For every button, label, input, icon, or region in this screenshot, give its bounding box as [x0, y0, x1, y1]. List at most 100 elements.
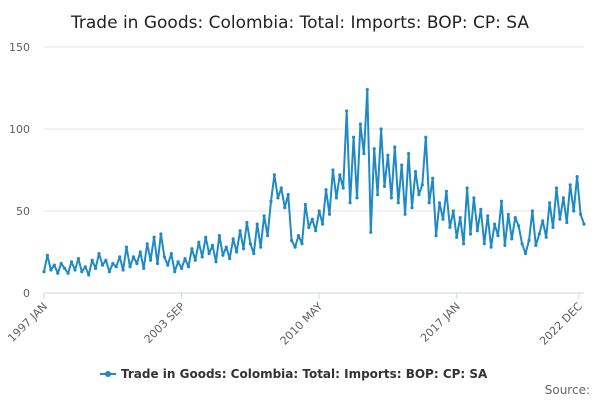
data-point[interactable]	[283, 206, 287, 210]
data-point[interactable]	[530, 209, 535, 213]
data-point[interactable]	[499, 199, 504, 203]
data-point[interactable]	[42, 270, 46, 274]
data-point[interactable]	[579, 212, 583, 216]
data-point[interactable]	[400, 163, 404, 167]
data-point[interactable]	[393, 145, 397, 149]
data-point[interactable]	[145, 242, 149, 246]
data-point[interactable]	[200, 255, 204, 259]
data-point[interactable]	[523, 252, 528, 256]
data-point[interactable]	[565, 220, 569, 225]
data-point[interactable]	[128, 265, 132, 269]
data-point[interactable]	[255, 222, 259, 226]
data-point[interactable]	[554, 186, 559, 190]
data-point[interactable]	[111, 261, 115, 266]
data-point[interactable]	[455, 235, 459, 239]
data-point[interactable]	[372, 147, 376, 151]
data-point[interactable]	[56, 271, 60, 275]
data-point[interactable]	[348, 201, 352, 205]
data-point[interactable]	[76, 257, 80, 261]
data-point[interactable]	[49, 268, 53, 272]
data-point[interactable]	[582, 222, 586, 226]
data-point[interactable]	[97, 252, 101, 256]
data-point[interactable]	[231, 237, 235, 241]
data-point[interactable]	[100, 263, 105, 267]
data-point[interactable]	[355, 196, 359, 200]
data-point[interactable]	[362, 152, 366, 156]
data-point[interactable]	[238, 229, 242, 233]
data-point[interactable]	[493, 222, 497, 226]
data-point[interactable]	[324, 188, 328, 192]
data-point[interactable]	[73, 268, 77, 272]
data-point[interactable]	[180, 266, 184, 270]
data-point[interactable]	[262, 214, 266, 218]
data-point[interactable]	[252, 252, 256, 256]
data-point[interactable]	[293, 245, 297, 249]
data-point[interactable]	[207, 252, 211, 256]
data-point[interactable]	[107, 270, 111, 274]
data-point[interactable]	[431, 176, 435, 180]
data-point[interactable]	[544, 235, 548, 239]
data-point[interactable]	[472, 196, 476, 200]
data-point[interactable]	[45, 253, 50, 257]
data-point[interactable]	[193, 258, 197, 262]
data-point[interactable]	[410, 206, 414, 210]
data-point[interactable]	[138, 250, 142, 254]
data-point[interactable]	[83, 265, 87, 269]
legend[interactable]: Trade in Goods: Colombia: Total: Imports…	[100, 367, 488, 381]
data-point[interactable]	[513, 216, 517, 220]
data-point[interactable]	[541, 219, 545, 223]
data-point[interactable]	[462, 242, 466, 246]
data-point[interactable]	[190, 247, 194, 251]
data-point[interactable]	[276, 196, 280, 200]
data-point[interactable]	[503, 243, 507, 247]
data-point[interactable]	[186, 265, 191, 269]
data-point[interactable]	[296, 234, 301, 238]
data-point[interactable]	[94, 266, 98, 270]
data-point[interactable]	[169, 252, 173, 256]
data-point[interactable]	[173, 270, 177, 274]
data-point[interactable]	[444, 189, 448, 193]
data-point[interactable]	[338, 173, 342, 177]
data-point[interactable]	[214, 260, 218, 264]
data-point[interactable]	[118, 255, 122, 259]
data-point[interactable]	[327, 212, 332, 216]
data-point[interactable]	[369, 230, 373, 234]
data-point[interactable]	[510, 237, 514, 241]
data-point[interactable]	[159, 232, 163, 236]
data-point[interactable]	[561, 196, 566, 200]
data-point[interactable]	[80, 270, 84, 274]
data-point[interactable]	[468, 232, 473, 236]
data-point[interactable]	[506, 212, 510, 216]
data-point[interactable]	[152, 235, 156, 239]
data-point[interactable]	[334, 196, 338, 200]
data-point[interactable]	[475, 229, 479, 233]
data-point[interactable]	[279, 186, 283, 190]
data-point[interactable]	[568, 183, 572, 187]
data-point[interactable]	[221, 253, 225, 257]
data-point[interactable]	[527, 238, 531, 243]
data-point[interactable]	[149, 258, 153, 262]
data-point[interactable]	[142, 266, 146, 270]
data-point[interactable]	[479, 207, 483, 211]
data-point[interactable]	[358, 122, 362, 126]
data-point[interactable]	[379, 127, 383, 131]
data-point[interactable]	[403, 212, 407, 216]
data-point[interactable]	[290, 238, 294, 243]
data-point[interactable]	[558, 217, 562, 221]
data-point[interactable]	[286, 193, 290, 197]
data-point[interactable]	[365, 88, 369, 92]
data-point[interactable]	[228, 257, 232, 261]
data-point[interactable]	[235, 250, 239, 254]
data-point[interactable]	[396, 201, 400, 205]
data-point[interactable]	[465, 186, 469, 190]
data-point[interactable]	[376, 193, 380, 197]
data-point[interactable]	[131, 255, 135, 259]
data-point[interactable]	[245, 220, 249, 225]
data-point[interactable]	[341, 186, 345, 190]
data-point[interactable]	[162, 255, 166, 259]
data-point[interactable]	[345, 109, 349, 113]
data-point[interactable]	[104, 258, 108, 262]
data-point[interactable]	[424, 135, 428, 139]
data-point[interactable]	[248, 242, 252, 246]
data-point[interactable]	[417, 193, 421, 197]
